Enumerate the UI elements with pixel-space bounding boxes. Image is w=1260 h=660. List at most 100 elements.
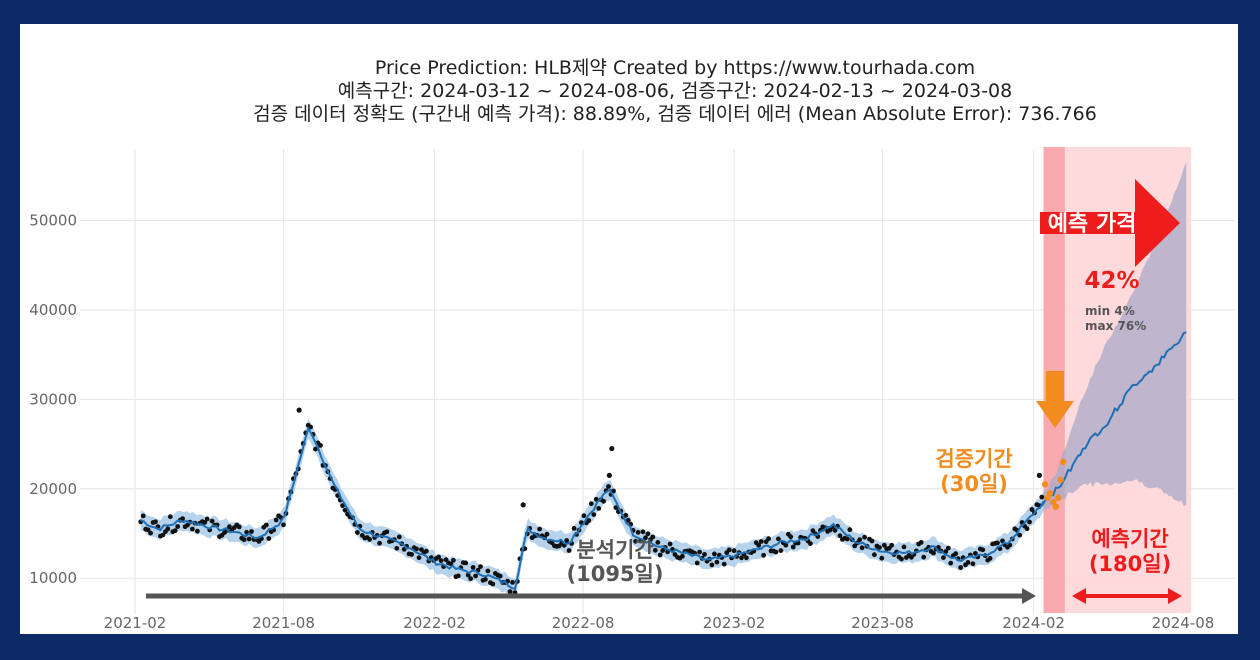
y-tick-label: 30000 [29, 390, 77, 408]
actual-point [263, 522, 269, 528]
actual-point [591, 512, 597, 517]
x-tick-label: 2022-02 [403, 614, 466, 632]
actual-point [195, 528, 200, 534]
actual-point [478, 564, 483, 569]
actual-point [709, 562, 715, 568]
actual-point [510, 580, 515, 585]
actual-point [847, 527, 853, 533]
actual-point [394, 545, 400, 551]
actual-point [409, 552, 414, 557]
annotations: 예측 가격 42% min 4% max 76% 검증기간 (30일) 분석기간… [146, 179, 1182, 604]
actual-point [246, 536, 252, 542]
actual-point [758, 539, 764, 544]
actual-point [588, 501, 594, 507]
actual-point [436, 554, 441, 560]
actual-point [414, 546, 419, 552]
actual-point [384, 529, 390, 535]
actual-point [869, 538, 875, 544]
actual-point [1024, 526, 1030, 532]
forecast-price-label: 예측 가격 [1048, 212, 1137, 237]
actual-point [367, 537, 373, 542]
forecast-confidence-band [1043, 161, 1187, 511]
actual-point [160, 532, 166, 538]
actual-point [609, 445, 615, 452]
x-tick-label: 2021-08 [252, 614, 315, 632]
actual-point [776, 536, 781, 542]
actual-point [601, 498, 606, 504]
actual-point [423, 548, 429, 554]
actual-point [827, 527, 833, 533]
actual-point [308, 424, 313, 430]
actual-point [581, 513, 587, 519]
actual-point [470, 565, 476, 570]
actual-point [281, 522, 286, 528]
actual-point [980, 547, 986, 553]
actual-point [586, 518, 592, 523]
actual-point [881, 542, 887, 548]
actual-point [204, 516, 210, 522]
chart-frame: Price Prediction: HLB제약 Created by https… [20, 24, 1238, 634]
actual-point [877, 545, 882, 550]
title-line-1: Price Prediction: HLB제약 Created by https… [375, 57, 975, 79]
actual-point [965, 560, 971, 565]
validation-points [1041, 458, 1067, 510]
actual-point [694, 560, 700, 566]
actual-point [463, 560, 469, 566]
actual-point [918, 540, 924, 545]
actual-point [342, 507, 348, 513]
actual-point [416, 555, 422, 561]
actual-point [473, 573, 478, 579]
actual-point [945, 545, 951, 551]
actual-point [273, 517, 279, 523]
actual-point [633, 538, 638, 544]
actual-point [844, 536, 850, 542]
actual-point [702, 552, 707, 557]
actual-point [483, 577, 488, 582]
actual-point [899, 556, 904, 562]
actual-point [190, 526, 195, 532]
actual-point [889, 542, 895, 548]
actual-point [766, 536, 771, 542]
actual-point [571, 526, 577, 531]
actual-point [455, 573, 461, 579]
actual-point [172, 528, 178, 534]
actual-point [1029, 507, 1035, 512]
actual-point [739, 555, 744, 561]
actual-point [778, 548, 784, 553]
actual-point [756, 543, 762, 548]
actual-point [773, 549, 779, 555]
max-percent-label: max 76% [1085, 319, 1146, 333]
actual-point [167, 514, 173, 520]
actual-point [153, 519, 158, 525]
x-tick-label: 2024-08 [1152, 614, 1215, 632]
x-tick-label: 2024-02 [1002, 614, 1065, 632]
actual-point [296, 407, 302, 413]
actual-point [680, 553, 685, 559]
actual-point [202, 520, 208, 525]
validation-point [1041, 481, 1049, 488]
actual-point [318, 443, 323, 448]
actual-point [901, 544, 907, 550]
actual-point [490, 581, 496, 587]
actual-point [879, 555, 885, 561]
actual-point [520, 502, 526, 508]
actual-point [652, 547, 658, 553]
actual-point [837, 533, 843, 539]
actual-point [1039, 494, 1045, 500]
y-tick-label: 10000 [29, 569, 77, 587]
actual-point [1027, 519, 1032, 525]
actual-point [645, 531, 651, 537]
actual-point [564, 538, 570, 543]
history-confidence-band [140, 418, 1044, 599]
actual-point [623, 512, 629, 518]
actual-point [249, 529, 254, 534]
validation-days-label: (30일) [940, 472, 1008, 496]
validation-point [1057, 476, 1064, 484]
title-line-2: 예측구간: 2024-03-12 ~ 2024-08-06, 검증구간: 202… [338, 80, 1012, 102]
actual-point [468, 576, 474, 582]
actual-point [788, 534, 794, 540]
actual-point [451, 557, 456, 563]
actual-point [566, 548, 572, 553]
actual-point [987, 556, 993, 561]
actual-point [1017, 532, 1023, 538]
